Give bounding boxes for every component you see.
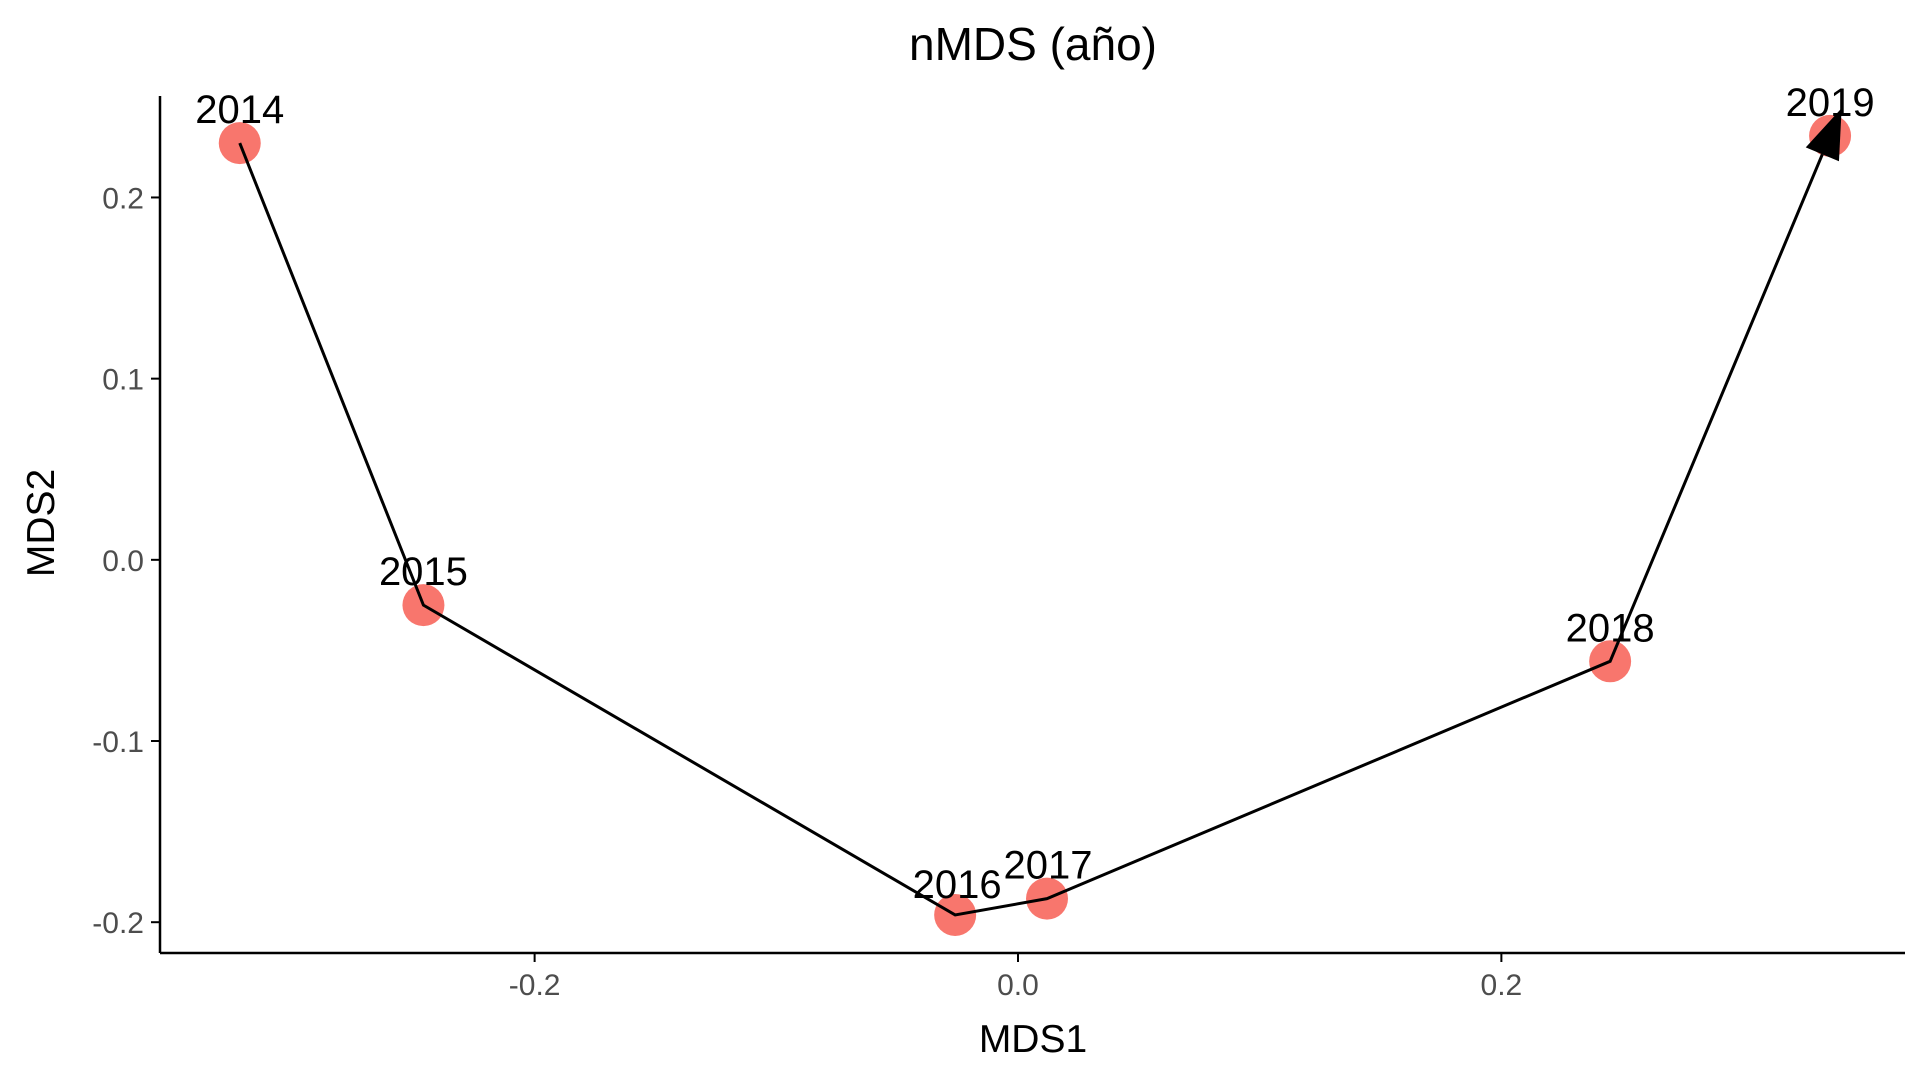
y-tick-label: 0.2 (102, 182, 144, 215)
y-axis-label: MDS2 (20, 469, 63, 577)
point-label-2019: 2019 (1786, 81, 1875, 125)
trajectory-arrowhead (1805, 108, 1842, 162)
chart-title: nMDS (año) (909, 18, 1157, 70)
x-tick-label: 0.0 (997, 969, 1039, 1002)
point-label-2014: 2014 (195, 88, 284, 132)
trajectory-path (238, 108, 1842, 917)
x-axis-label: MDS1 (979, 1018, 1087, 1061)
plot-area: 2014 2015 2016 2017 2018 2019 (195, 81, 1875, 936)
y-tick-label: -0.2 (92, 907, 144, 940)
y-axis-ticks: -0.2 -0.1 0.0 0.1 0.2 (92, 182, 160, 940)
point-label-2018: 2018 (1566, 606, 1655, 650)
trajectory-line (238, 142, 1824, 917)
x-tick-label: 0.2 (1481, 969, 1523, 1002)
y-tick-label: -0.1 (92, 726, 144, 759)
point-label-2015: 2015 (379, 550, 468, 594)
y-tick-label: 0.0 (102, 545, 144, 578)
point-label-2017: 2017 (1004, 844, 1093, 888)
point-label-2016: 2016 (913, 863, 1002, 907)
x-axis-ticks: -0.2 0.0 0.2 (509, 953, 1522, 1002)
x-tick-label: -0.2 (509, 969, 561, 1002)
point-labels: 2014 2015 2016 2017 2018 2019 (195, 81, 1874, 907)
y-tick-label: 0.1 (102, 364, 144, 397)
